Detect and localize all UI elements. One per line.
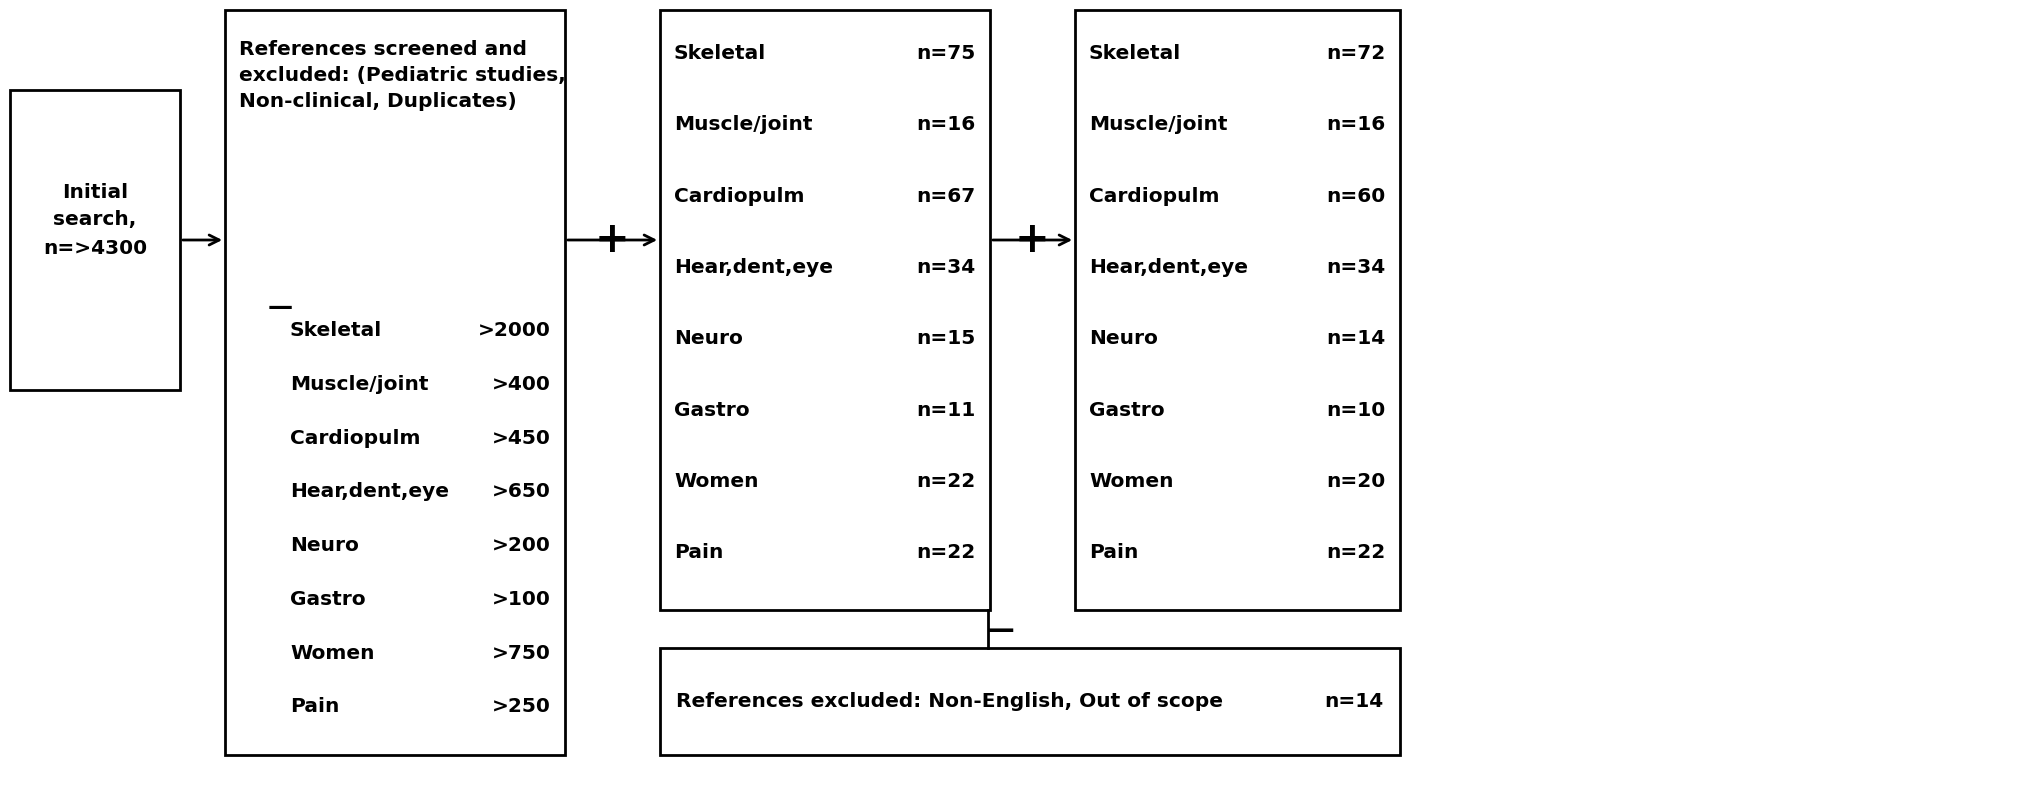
Text: Cardiopulm: Cardiopulm xyxy=(290,429,420,447)
Text: n=34: n=34 xyxy=(918,258,976,277)
Text: Neuro: Neuro xyxy=(290,536,359,555)
Bar xyxy=(10,90,181,390)
Text: n=22: n=22 xyxy=(1328,543,1386,562)
Text: —: — xyxy=(268,295,292,319)
Text: n=34: n=34 xyxy=(1328,258,1386,277)
Text: Muscle/joint: Muscle/joint xyxy=(290,375,428,394)
Text: References excluded: Non-English, Out of scope: References excluded: Non-English, Out of… xyxy=(676,692,1222,711)
Text: Initial
search,
n=>4300: Initial search, n=>4300 xyxy=(43,182,146,257)
Text: Women: Women xyxy=(1088,472,1173,491)
Text: n=15: n=15 xyxy=(918,329,976,349)
Text: >250: >250 xyxy=(491,697,550,717)
Text: —: — xyxy=(987,616,1013,644)
Bar xyxy=(660,10,991,610)
Text: n=16: n=16 xyxy=(1328,115,1386,134)
Text: Cardiopulm: Cardiopulm xyxy=(1088,187,1220,206)
Text: Muscle/joint: Muscle/joint xyxy=(674,115,812,134)
Text: Women: Women xyxy=(674,472,759,491)
Text: Neuro: Neuro xyxy=(674,329,743,349)
Text: n=20: n=20 xyxy=(1328,472,1386,491)
Text: >200: >200 xyxy=(491,536,550,555)
Text: >750: >750 xyxy=(491,644,550,663)
Text: >650: >650 xyxy=(491,482,550,502)
Text: Pain: Pain xyxy=(674,543,723,562)
Text: n=75: n=75 xyxy=(918,44,976,64)
Text: n=72: n=72 xyxy=(1328,44,1386,64)
Text: >100: >100 xyxy=(491,590,550,609)
Text: >450: >450 xyxy=(491,429,550,447)
Bar xyxy=(660,648,1401,755)
Text: >400: >400 xyxy=(491,375,550,394)
Text: Skeletal: Skeletal xyxy=(290,321,382,340)
Text: Women: Women xyxy=(290,644,374,663)
Text: Hear,dent,eye: Hear,dent,eye xyxy=(674,258,832,277)
Text: References screened and: References screened and xyxy=(240,40,528,59)
Text: n=67: n=67 xyxy=(918,187,976,206)
Text: Neuro: Neuro xyxy=(1088,329,1157,349)
Text: +: + xyxy=(595,219,629,261)
Text: >2000: >2000 xyxy=(479,321,550,340)
Text: n=22: n=22 xyxy=(918,543,976,562)
Text: n=14: n=14 xyxy=(1326,692,1384,711)
Bar xyxy=(225,10,564,755)
Text: Hear,dent,eye: Hear,dent,eye xyxy=(1088,258,1248,277)
Bar xyxy=(1076,10,1401,610)
Text: Pain: Pain xyxy=(1088,543,1139,562)
Text: Hear,dent,eye: Hear,dent,eye xyxy=(290,482,449,502)
Text: Muscle/joint: Muscle/joint xyxy=(1088,115,1228,134)
Text: Pain: Pain xyxy=(290,697,339,717)
Text: +: + xyxy=(1015,219,1050,261)
Text: Gastro: Gastro xyxy=(290,590,365,609)
Text: excluded: (Pediatric studies,: excluded: (Pediatric studies, xyxy=(240,66,566,85)
Text: Cardiopulm: Cardiopulm xyxy=(674,187,804,206)
Text: Gastro: Gastro xyxy=(1088,400,1165,419)
Text: Skeletal: Skeletal xyxy=(674,44,765,64)
Text: Non-clinical, Duplicates): Non-clinical, Duplicates) xyxy=(240,92,518,111)
Text: n=16: n=16 xyxy=(918,115,976,134)
Text: n=10: n=10 xyxy=(1328,400,1386,419)
Text: n=60: n=60 xyxy=(1328,187,1386,206)
Text: n=14: n=14 xyxy=(1328,329,1386,349)
Text: n=22: n=22 xyxy=(918,472,976,491)
Text: Skeletal: Skeletal xyxy=(1088,44,1181,64)
Text: n=11: n=11 xyxy=(918,400,976,419)
Text: Gastro: Gastro xyxy=(674,400,749,419)
